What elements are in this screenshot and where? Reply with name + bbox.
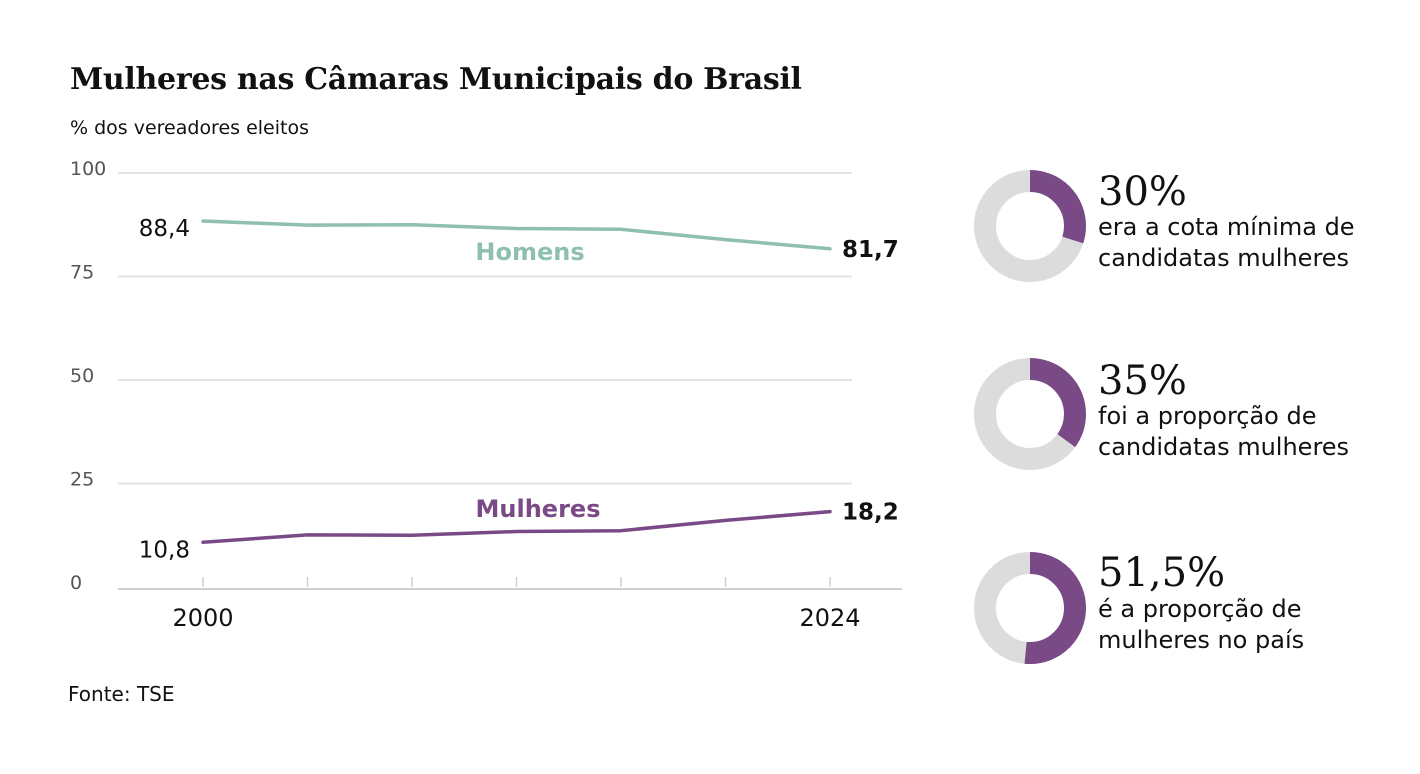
data-label-end: 81,7	[842, 237, 899, 263]
y-tick-label: 25	[70, 469, 94, 491]
stat-text-line: era a cota mínima de	[1098, 213, 1355, 241]
donut-slice	[974, 170, 1086, 282]
source-note: Fonte: TSE	[68, 682, 175, 706]
chart-title: Mulheres nas Câmaras Municipais do Brasi…	[70, 62, 802, 97]
stat-value-2: 35%	[1098, 358, 1187, 404]
y-tick-label: 0	[70, 572, 82, 594]
y-tick-label: 50	[70, 365, 94, 387]
donut-chart-3	[974, 552, 1086, 664]
data-label-start: 10,8	[139, 537, 190, 563]
series-line-mulheres	[201, 509, 832, 545]
donut-slice	[974, 552, 1086, 664]
stat-value-3: 51,5%	[1098, 550, 1226, 596]
y-tick-label: 75	[70, 262, 94, 284]
stat-text-line: mulheres no país	[1098, 626, 1305, 654]
y-tick-label: 100	[70, 158, 106, 180]
donut-slice	[974, 358, 1086, 470]
stat-text-1: era a cota mínima de candidatas mulheres	[1098, 212, 1398, 274]
donut-chart-2	[974, 358, 1086, 470]
data-label-end: 18,2	[842, 500, 899, 526]
series-line-homens	[201, 219, 832, 251]
x-tick-label: 2024	[799, 604, 860, 632]
stat-text-line: é a proporção de	[1098, 595, 1302, 623]
stat-text-2: foi a proporção de candidatas mulheres	[1098, 401, 1398, 463]
donut-chart-1	[974, 170, 1086, 282]
stat-value-1: 30%	[1098, 169, 1187, 215]
series-label: Mulheres	[476, 495, 601, 523]
x-tick-label: 2000	[172, 604, 233, 632]
stat-text-line: foi a proporção de	[1098, 402, 1317, 430]
data-label-start: 88,4	[139, 216, 190, 242]
chart-subtitle: % dos vereadores eleitos	[70, 117, 309, 139]
line-chart: 0 25 50 75 100 2000 2024 Homens 88,4 81,7 Mulheres…	[70, 158, 902, 632]
stat-text-line: candidatas mulheres	[1098, 244, 1350, 272]
series-label: Homens	[475, 238, 584, 266]
stat-text-3: é a proporção de mulheres no país	[1098, 594, 1398, 656]
stat-text-line: candidatas mulheres	[1098, 433, 1350, 461]
